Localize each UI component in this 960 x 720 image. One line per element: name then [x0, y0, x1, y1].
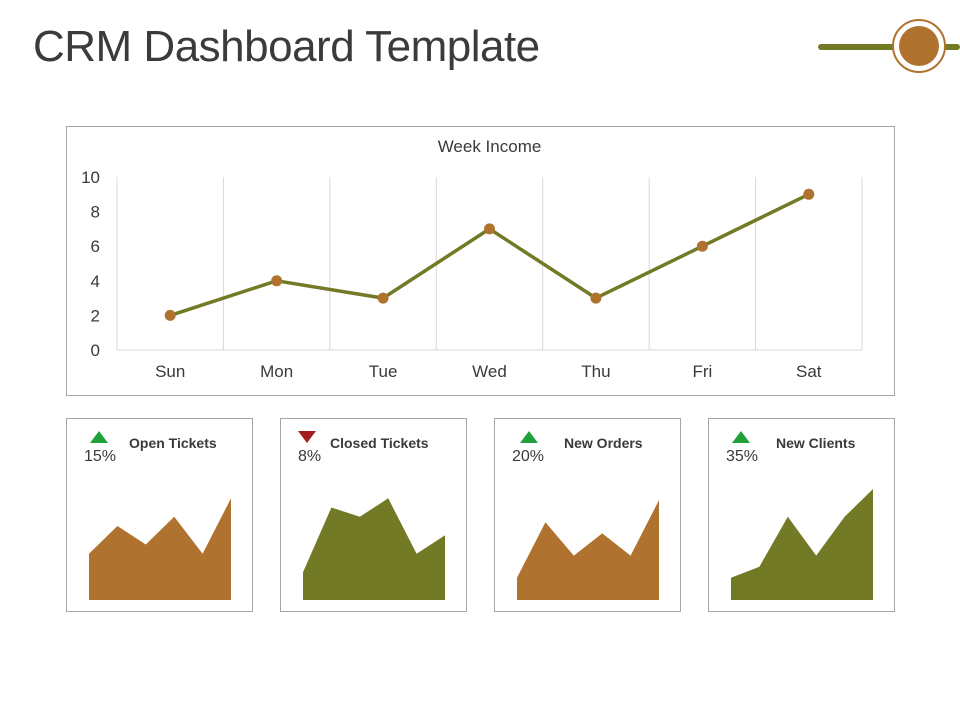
kpi-percent: 8% — [298, 448, 322, 465]
kpi-label: New Orders — [564, 435, 643, 451]
decorative-line — [818, 44, 960, 50]
data-point — [803, 188, 815, 200]
trend-up-icon — [520, 431, 538, 443]
y-tick-label: 10 — [81, 168, 100, 187]
kpi-label: Open Tickets — [129, 435, 217, 451]
kpi-card-open-tickets: Open Tickets 15% — [66, 418, 253, 612]
x-tick-label: Sun — [155, 362, 185, 381]
week-income-chart: Week Income 0 2 4 6 8 10 Sun Mon Tue Wed Thu Fri Sat — [66, 126, 895, 396]
trend-down-icon — [298, 431, 316, 443]
x-tick-label: Fri — [692, 362, 712, 381]
chart-title: Week Income — [438, 137, 542, 156]
y-tick-label: 2 — [91, 306, 100, 325]
kpi-percent: 35% — [726, 448, 759, 465]
x-tick-label: Mon — [260, 362, 293, 381]
kpi-label: Closed Tickets — [330, 435, 429, 451]
data-point — [377, 292, 389, 304]
data-point — [164, 309, 176, 321]
sparkline-open-tickets — [89, 498, 231, 600]
y-tick-label: 6 — [91, 237, 100, 256]
trend-up-icon — [90, 431, 108, 443]
sparkline-area — [517, 500, 659, 600]
x-tick-label: Tue — [369, 362, 398, 381]
decorative-dot — [899, 26, 939, 66]
sparkline-new-orders — [517, 500, 659, 600]
page-title: CRM Dashboard Template — [33, 22, 540, 71]
x-tick-label: Sat — [796, 362, 822, 381]
kpi-percent: 15% — [84, 448, 117, 465]
y-tick-label: 0 — [91, 341, 100, 360]
data-point — [484, 223, 495, 235]
data-point — [271, 275, 283, 287]
sparkline-area — [303, 498, 445, 600]
data-point — [590, 292, 602, 304]
sparkline-area — [89, 498, 231, 600]
y-tick-label: 4 — [91, 272, 100, 291]
series-line — [169, 192, 810, 318]
decorative-circle-icon — [892, 19, 946, 73]
kpi-label: New Clients — [776, 435, 856, 451]
kpi-card-new-clients: New Clients 35% — [708, 418, 895, 612]
trend-up-icon — [732, 431, 750, 443]
kpi-card-closed-tickets: Closed Tickets 8% — [280, 418, 467, 612]
x-tick-label: Thu — [581, 362, 610, 381]
sparkline-closed-tickets — [303, 498, 445, 600]
sparkline-new-clients — [731, 489, 873, 600]
kpi-percent: 20% — [512, 448, 545, 465]
x-tick-label: Wed — [472, 362, 507, 381]
data-point — [696, 240, 708, 252]
y-tick-label: 8 — [91, 203, 100, 222]
sparkline-area — [731, 489, 873, 600]
kpi-card-new-orders: New Orders 20% — [494, 418, 681, 612]
week-income-plot: Week Income 0 2 4 6 8 10 Sun Mon Tue Wed Thu Fri Sat — [81, 137, 863, 381]
